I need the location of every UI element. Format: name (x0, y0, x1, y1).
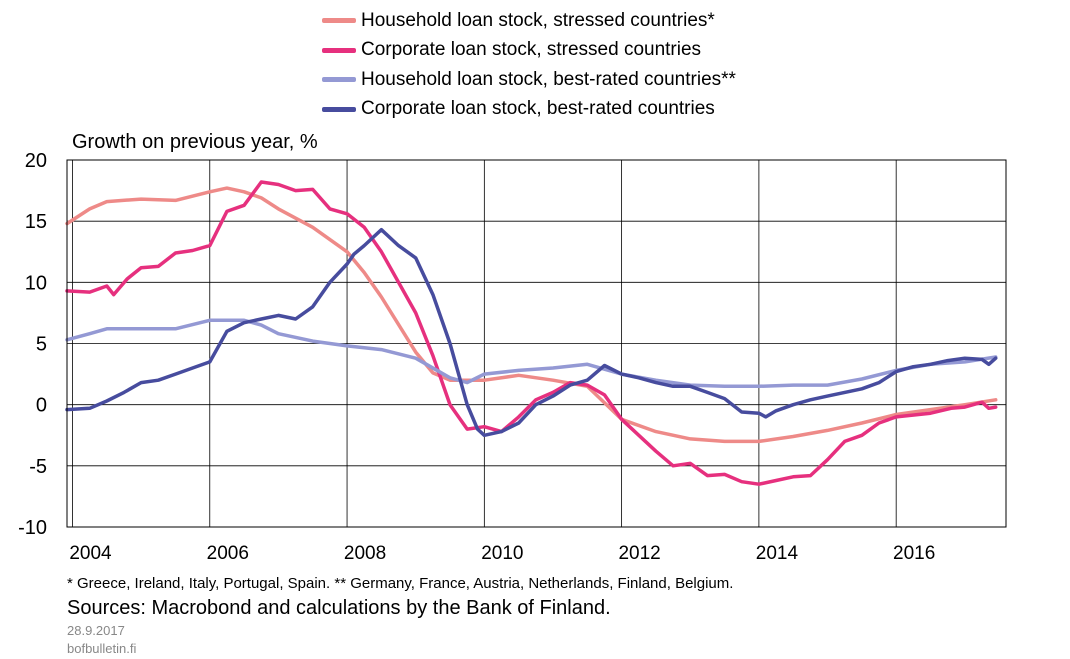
legend-swatch (322, 77, 356, 83)
legend-swatch (322, 47, 356, 53)
series-line-corporate-best (65, 227, 998, 438)
legend-label: Corporate loan stock, best-rated countri… (361, 98, 715, 120)
legend: Household loan stock, stressed countries… (322, 6, 736, 124)
legend-item-corporate-best: Corporate loan stock, best-rated countri… (322, 95, 736, 125)
y-tick-label: 10 (25, 272, 47, 294)
y-tick-label: 15 (25, 211, 47, 233)
y-tick-label: -10 (18, 517, 47, 539)
series-lines (65, 180, 998, 486)
grid-lines (67, 159, 1006, 528)
y-tick-label: 20 (25, 150, 47, 172)
legend-label: Household loan stock, stressed countries… (361, 9, 715, 31)
y-tick-labels: 20 15 10 5 0 -5 -10 (18, 150, 47, 539)
legend-swatch (322, 106, 356, 112)
x-tick-label: 2012 (618, 543, 660, 564)
y-tick-label: -5 (29, 456, 47, 478)
legend-label: Corporate loan stock, stressed countries (361, 39, 702, 61)
x-tick-label: 2006 (207, 543, 249, 564)
legend-label: Household loan stock, best-rated countri… (361, 68, 736, 90)
y-axis-label: Growth on previous year, % (72, 131, 318, 153)
series-line-corporate-stressed (65, 180, 998, 486)
sources-note: Sources: Macrobond and calculations by t… (67, 597, 611, 619)
legend-item-household-stressed: Household loan stock, stressed countries… (322, 6, 736, 36)
footnote: * Greece, Ireland, Italy, Portugal, Spai… (67, 575, 734, 592)
x-tick-label: 2008 (344, 543, 386, 564)
x-tick-labels: 2004 2006 2008 2010 2012 2014 2016 (69, 543, 935, 564)
x-tick-label: 2010 (481, 543, 523, 564)
series-line-household-best (65, 318, 998, 389)
legend-swatch (322, 18, 356, 24)
x-tick-label: 2014 (756, 543, 799, 564)
x-tick-label: 2004 (69, 543, 112, 564)
legend-item-household-best: Household loan stock, best-rated countri… (322, 65, 736, 95)
plot-frame (66, 159, 1007, 528)
y-tick-label: 0 (36, 395, 47, 417)
x-tick-label: 2016 (893, 543, 935, 564)
y-tick-label: 5 (36, 334, 47, 356)
legend-item-corporate-stressed: Corporate loan stock, stressed countries (322, 36, 736, 66)
site-name: bofbulletin.fi (67, 641, 137, 656)
series-line-household-stressed (65, 186, 998, 444)
publication-date: 28.9.2017 (67, 623, 125, 638)
